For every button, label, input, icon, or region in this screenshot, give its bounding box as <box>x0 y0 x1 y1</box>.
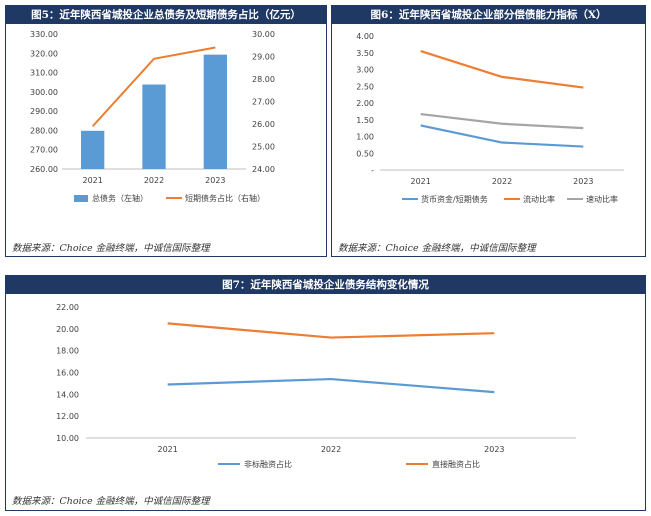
x-tick-label: 2021 <box>82 176 102 185</box>
y-left-tick-label: 320.00 <box>30 49 58 58</box>
y-tick-label: - <box>371 166 374 175</box>
y-tick-label: 2.00 <box>356 99 374 108</box>
bar-total-debt <box>203 54 227 170</box>
x-tick-label: 2022 <box>144 176 164 185</box>
x-tick-label: 2023 <box>205 176 225 185</box>
chart-title: 图7：近年陕西省城投企业债务结构变化情况 <box>6 276 645 294</box>
chart-panel-5: 图5：近年陕西省城投企业总债务及短期债务占比（亿元） 260.00 270.00 2… <box>5 5 327 257</box>
x-tick-label: 2022 <box>492 177 512 186</box>
series-line <box>420 124 584 148</box>
y-tick-label: 1.50 <box>356 116 374 125</box>
series-line <box>167 377 495 394</box>
y-tick-label: 3.00 <box>356 66 374 75</box>
y-left-tick-label: 270.00 <box>30 146 58 155</box>
y-right-tick-label: 28.00 <box>252 75 275 84</box>
chart-title: 图6：近年陕西省城投企业部分偿债能力指标（X） <box>332 6 645 24</box>
y-left-tick-label: 290.00 <box>30 107 58 116</box>
bar-total-debt <box>81 130 105 169</box>
y-tick-label: 0.50 <box>356 149 374 158</box>
legend-label: 总债务（左轴） <box>92 193 148 203</box>
chart-title: 图5：近年陕西省城投企业总债务及短期债务占比（亿元） <box>6 6 326 24</box>
y-tick-label: 10.00 <box>56 434 79 443</box>
y-tick-label: 3.50 <box>356 49 374 58</box>
y-left-tick-label: 280.00 <box>30 126 58 135</box>
y-tick-label: 16.00 <box>56 369 79 378</box>
series-line <box>420 50 584 89</box>
source-note: 数据来源：Choice 金融终端，中诚信国际整理 <box>12 496 210 507</box>
chart-canvas: - 0.50 1.00 1.50 2.00 2.50 3.00 3.50 4.00 2021 202… <box>356 32 624 204</box>
y-tick-label: 4.00 <box>356 32 374 41</box>
series-line <box>167 322 495 339</box>
y-right-tick-label: 25.00 <box>252 143 275 152</box>
legend-label: 直接融资占比 <box>432 459 480 469</box>
y-right-tick-label: 29.00 <box>252 53 275 62</box>
x-tick-label: 2022 <box>321 445 341 454</box>
x-tick-label: 2023 <box>573 177 593 186</box>
y-left-tick-label: 310.00 <box>30 69 58 78</box>
y-tick-label: 22.00 <box>56 303 79 312</box>
source-note: 数据来源：Choice 金融终端，中诚信国际整理 <box>12 243 210 254</box>
line-short-term-debt-ratio <box>91 46 216 127</box>
legend-swatch-bar <box>74 195 88 202</box>
legend-label: 速动比率 <box>586 194 618 204</box>
x-tick-label: 2021 <box>410 177 430 186</box>
legend-label: 短期债务占比（右轴） <box>185 193 265 203</box>
x-tick-label: 2021 <box>157 445 177 454</box>
y-left-tick-label: 260.00 <box>30 165 58 174</box>
legend-label: 流动比率 <box>523 194 555 204</box>
y-tick-label: 12.00 <box>56 412 79 421</box>
x-tick-label: 2023 <box>484 445 504 454</box>
series-line <box>420 112 584 130</box>
source-note: 数据来源：Choice 金融终端，中诚信国际整理 <box>338 243 536 254</box>
y-tick-label: 2.50 <box>356 82 374 91</box>
y-right-tick-label: 26.00 <box>252 120 275 129</box>
y-tick-label: 1.00 <box>356 133 374 142</box>
y-left-tick-label: 300.00 <box>30 88 58 97</box>
bar-total-debt <box>142 84 166 169</box>
y-right-tick-label: 30.00 <box>252 30 275 39</box>
legend-label: 货币资金/短期债务 <box>421 194 488 204</box>
y-left-tick-label: 330.00 <box>30 30 58 39</box>
legend-label: 非标融资占比 <box>244 459 292 469</box>
chart-panel-7: 图7：近年陕西省城投企业债务结构变化情况 10.00 12.00 14.00 16.0… <box>5 275 646 511</box>
chart-canvas: 260.00 270.00 280.00 290.00 300.00 310.00 320.… <box>30 30 275 203</box>
chart-panel-6: 图6：近年陕西省城投企业部分偿债能力指标（X） - 0.50 1.00 1.50 2.0… <box>331 5 646 257</box>
y-tick-label: 20.00 <box>56 325 79 334</box>
chart-canvas: 10.00 12.00 14.00 16.00 18.00 20.00 22.00 2021 2… <box>56 303 576 469</box>
y-tick-label: 14.00 <box>56 390 79 399</box>
y-tick-label: 18.00 <box>56 347 79 356</box>
y-right-tick-label: 24.00 <box>252 165 275 174</box>
y-right-tick-label: 27.00 <box>252 98 275 107</box>
